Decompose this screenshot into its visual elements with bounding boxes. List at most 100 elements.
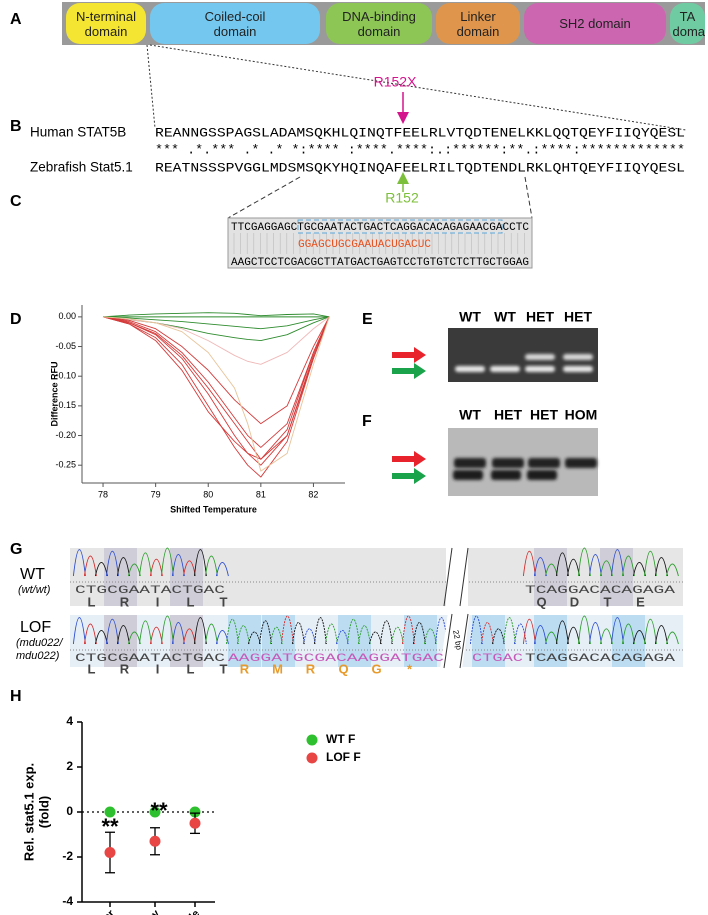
peak <box>127 563 141 577</box>
peak <box>247 631 261 645</box>
genotype: (mdu022/ mdu022) <box>16 637 63 662</box>
zoom-line <box>146 44 156 129</box>
peak <box>149 558 163 577</box>
domain-name: Linker domain <box>456 8 500 39</box>
domain <box>524 3 666 44</box>
y-tick-label: 2 <box>66 759 73 773</box>
peak <box>555 552 569 577</box>
row-label: WT <box>20 566 45 583</box>
domain-text: Coiled-coil domain <box>150 3 320 44</box>
peak <box>533 557 547 577</box>
amino-acid: T <box>220 661 228 676</box>
domain-name: TA domain <box>672 8 706 39</box>
peak <box>182 628 196 645</box>
peak <box>171 553 185 577</box>
gel-band <box>563 366 593 372</box>
domain-text: Linker domain <box>436 3 520 44</box>
gap-line <box>459 613 469 669</box>
y-tick-label: -0.20 <box>55 430 76 440</box>
peak <box>502 617 516 645</box>
x-tick-label: 81 <box>256 489 266 499</box>
peak <box>313 617 327 645</box>
x-tick-label: Kidney <box>128 907 163 915</box>
mutation-label: R152X <box>374 74 417 90</box>
gel-band <box>525 354 555 360</box>
y-axis-label: (fold) <box>36 796 51 828</box>
gap-label: 22 bp <box>451 629 463 651</box>
peak <box>204 623 218 645</box>
panel-label: B <box>10 118 22 135</box>
y-tick-label: -0.15 <box>55 400 76 410</box>
melt-curve <box>103 316 330 330</box>
x-tick-label: 78 <box>98 489 108 499</box>
legend-marker <box>306 734 318 746</box>
domain-name: N-terminal domain <box>76 8 136 39</box>
point <box>104 847 116 858</box>
peak <box>665 631 679 645</box>
peak <box>401 615 415 645</box>
peak <box>522 551 536 577</box>
bases: CTGAC <box>472 653 524 665</box>
peak <box>225 619 239 645</box>
peak <box>357 625 371 645</box>
peak <box>291 621 305 645</box>
legend-marker <box>306 752 318 764</box>
peak <box>105 551 119 577</box>
x-tick-label: 82 <box>308 489 318 499</box>
domain <box>670 3 705 44</box>
melt-curve <box>102 316 330 460</box>
domain-text: SH2 domain <box>524 3 666 44</box>
peak <box>632 561 646 577</box>
peak <box>215 629 229 645</box>
peak <box>621 623 635 645</box>
amino-acid: G <box>371 661 381 676</box>
peak <box>204 555 218 577</box>
panel-label: A <box>10 11 22 28</box>
amino-acid: * <box>407 661 413 676</box>
genotype-text: (mdu022/ mdu022) <box>16 637 63 662</box>
peak <box>215 561 229 577</box>
gel-band <box>528 458 560 468</box>
peak <box>94 561 108 577</box>
sequence: REANNGSSPAGSLADAMSQKHLQINQTFEELRLVTQDTEN… <box>155 125 685 140</box>
peak <box>346 619 360 645</box>
domain-label: N-terminal domain <box>76 8 136 39</box>
column-shade <box>170 548 203 606</box>
x-tick-label: Muscle <box>167 908 202 915</box>
y-tick-label: -0.05 <box>55 341 76 351</box>
domain-name: DNA-binding domain <box>342 8 416 39</box>
melt-curve <box>102 316 330 466</box>
peak <box>138 620 152 645</box>
gel-band <box>453 470 483 480</box>
peak <box>555 620 569 645</box>
y-axis-label: Rel. stat5.1 exp. <box>21 763 36 861</box>
gel-band <box>492 458 524 468</box>
panel-label: G <box>10 541 22 558</box>
x-tick-label: 80 <box>203 489 213 499</box>
peak <box>544 631 558 645</box>
peak <box>258 620 272 645</box>
panel-label: E <box>362 311 373 328</box>
gel-band <box>525 366 555 372</box>
peak <box>105 619 119 645</box>
peak <box>335 629 349 645</box>
y-tick-label: -4 <box>62 894 73 908</box>
guide-rna: GGAGCUGCGAAUACUGACUC <box>298 239 431 251</box>
peak <box>379 620 393 645</box>
domain <box>436 3 520 44</box>
melt-curve <box>103 312 330 318</box>
peak <box>412 621 426 645</box>
arrows <box>392 347 426 484</box>
peak <box>588 621 602 645</box>
stripes <box>233 233 525 254</box>
peak <box>127 631 141 645</box>
peak <box>83 555 97 577</box>
gel-band <box>490 366 520 372</box>
y-tick-label: -0.10 <box>55 371 76 381</box>
peak <box>72 617 86 645</box>
peak <box>621 555 635 577</box>
peak <box>149 626 163 645</box>
column-shade <box>600 548 633 606</box>
sequence: AAGCTCCTCGACGCTTATGACTGAGTCCTGTGTCTCTTGC… <box>231 257 529 269</box>
